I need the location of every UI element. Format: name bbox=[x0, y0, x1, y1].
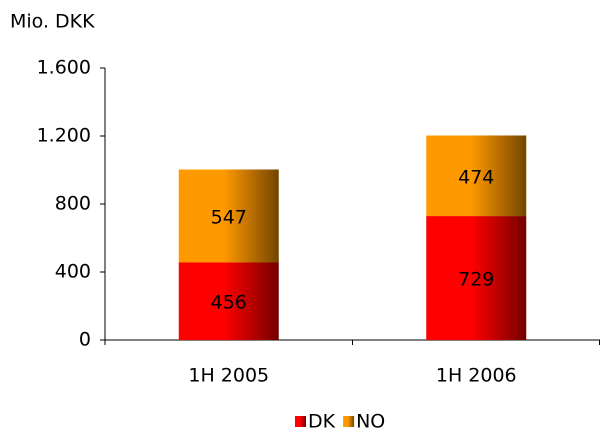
y-tick-label: 1.200 bbox=[37, 125, 91, 147]
x-tick-label: 1H 2005 bbox=[188, 365, 269, 387]
y-tick-label: 400 bbox=[55, 261, 91, 283]
data-label: 456 bbox=[211, 292, 247, 314]
legend-swatch bbox=[343, 416, 355, 427]
y-tick-label: 0 bbox=[79, 329, 91, 351]
bar-segment bbox=[178, 169, 279, 263]
data-label: 547 bbox=[211, 206, 247, 228]
legend-swatch bbox=[295, 416, 306, 427]
bar-segment bbox=[426, 135, 527, 217]
data-label: 729 bbox=[458, 269, 494, 291]
bar-segment bbox=[178, 262, 279, 340]
y-axis-title: Mio. DKK bbox=[10, 11, 95, 33]
data-label: 474 bbox=[458, 166, 494, 188]
legend-label: NO bbox=[356, 411, 385, 429]
bar-segment bbox=[426, 216, 527, 340]
y-tick-label: 1.600 bbox=[37, 57, 91, 79]
legend-label: DK bbox=[308, 411, 336, 429]
x-tick-label: 1H 2006 bbox=[436, 365, 517, 387]
y-tick-label: 800 bbox=[55, 193, 91, 215]
